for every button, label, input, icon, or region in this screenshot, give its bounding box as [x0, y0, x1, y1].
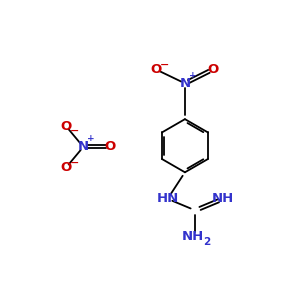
Text: O: O: [150, 63, 162, 76]
Text: NH: NH: [182, 230, 204, 244]
Text: N: N: [179, 77, 191, 90]
Text: O: O: [60, 120, 72, 133]
Text: O: O: [60, 161, 72, 174]
Text: −: −: [70, 158, 79, 168]
Text: O: O: [207, 63, 218, 76]
Text: O: O: [104, 140, 116, 153]
Text: HN: HN: [157, 192, 179, 206]
Text: N: N: [78, 140, 89, 153]
Text: 2: 2: [203, 237, 210, 247]
Text: −: −: [70, 126, 79, 136]
Text: +: +: [87, 134, 95, 143]
Text: +: +: [189, 70, 197, 80]
Text: −: −: [160, 59, 169, 69]
Text: NH: NH: [212, 192, 234, 206]
